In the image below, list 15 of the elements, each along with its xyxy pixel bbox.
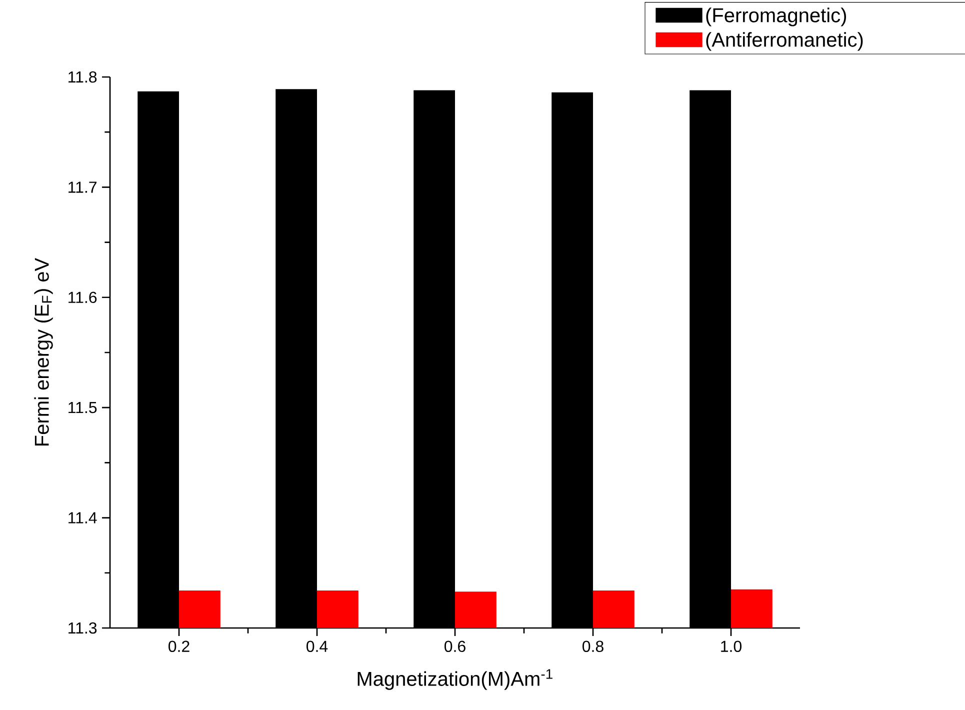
y-tick-label: 11.7 bbox=[68, 182, 96, 193]
y-axis-title: Fermi energy (E$_{F}$) eV bbox=[34, 258, 53, 446]
y-tick-label: 11.6 bbox=[68, 292, 97, 304]
x-tick-label: 0.8 bbox=[582, 640, 604, 652]
x-tick-label: 0.6 bbox=[444, 640, 466, 652]
x-tick-label: 1.0 bbox=[721, 640, 742, 652]
x-tick-label: 0.2 bbox=[168, 640, 190, 652]
y-tick-label: 11.3 bbox=[68, 622, 97, 634]
legend-label: (Ferromagnetic) bbox=[706, 8, 846, 26]
y-tick-label: 11.5 bbox=[68, 402, 97, 414]
x-axis-title: Magnetization(M)Am$^{-1}$ bbox=[358, 669, 552, 690]
x-tick-label: 0.4 bbox=[306, 640, 328, 652]
y-tick-label: 11.4 bbox=[68, 512, 97, 524]
legend-label: (Antiferromanetic) bbox=[706, 32, 863, 51]
y-tick-label: 11.8 bbox=[68, 71, 97, 83]
